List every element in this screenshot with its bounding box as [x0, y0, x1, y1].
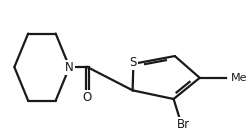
Text: O: O — [83, 91, 92, 103]
Text: Br: Br — [177, 118, 190, 131]
Text: S: S — [130, 56, 137, 69]
Text: N: N — [65, 61, 74, 74]
Text: Me: Me — [231, 73, 247, 83]
